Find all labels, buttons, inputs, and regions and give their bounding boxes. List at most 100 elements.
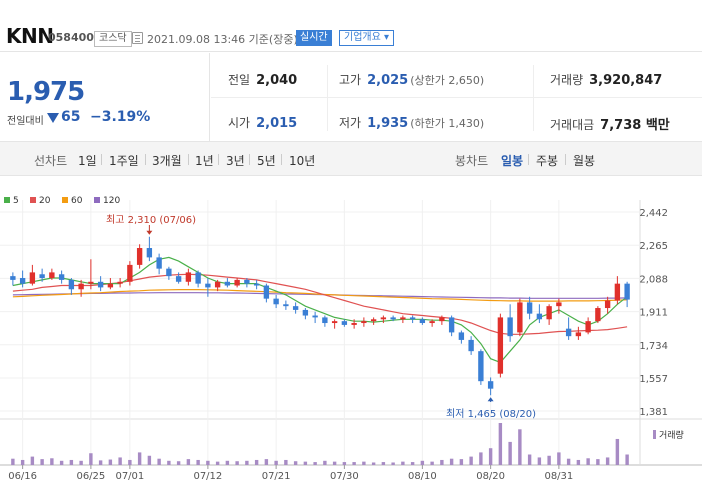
- legend-ma5: 5: [4, 196, 19, 206]
- stock-name: KNN: [6, 24, 54, 48]
- ma5-line: [12, 256, 628, 364]
- candle-body: [88, 281, 94, 284]
- market-badge: 코스닥: [94, 31, 132, 47]
- volume-bar: [440, 459, 444, 465]
- legend-ma60: 60: [62, 196, 82, 206]
- candle-body: [175, 276, 182, 282]
- tab-1day[interactable]: 1일: [78, 154, 97, 168]
- volume-bar: [254, 459, 259, 465]
- candle-body: [390, 317, 396, 320]
- realtime-button[interactable]: 실시간: [296, 30, 332, 46]
- change-percent: −3.19%: [90, 109, 151, 125]
- volume-bar: [518, 429, 522, 465]
- stats-divider: [211, 97, 702, 98]
- candle-body: [536, 313, 543, 320]
- candle-body: [185, 272, 192, 282]
- x-tick-label: 07/21: [262, 471, 291, 482]
- volume-bar: [362, 461, 366, 465]
- legend-label: 60: [71, 196, 83, 206]
- low-annotation: 최저 1,465 (08/20): [446, 409, 537, 420]
- candle-body: [39, 274, 45, 279]
- x-tick-label: 07/12: [193, 471, 222, 482]
- candle-body: [312, 315, 318, 318]
- x-tick-label: 08/10: [408, 471, 437, 482]
- candle-body: [517, 302, 523, 333]
- candle-body: [429, 321, 435, 324]
- stat-value: 2,025: [367, 73, 409, 88]
- candle-body: [273, 298, 279, 305]
- volume-legend: 거래량: [653, 428, 684, 441]
- tab-monthly[interactable]: 월봉: [573, 154, 596, 168]
- stat-prev-close: 전일 2,040: [228, 71, 297, 88]
- candle-body: [292, 306, 299, 310]
- volume-bar: [615, 438, 620, 465]
- candle-body: [19, 278, 26, 284]
- tab-1week[interactable]: 1주일: [109, 154, 139, 168]
- stat-low: 저가 1,935 (하한가 1,430): [339, 114, 484, 131]
- tab-daily[interactable]: 일봉: [501, 154, 524, 168]
- candle-body: [49, 272, 55, 279]
- volume-bar: [313, 462, 317, 465]
- stock-header: KNN 058400 코스닥 2021.09.08 13:46 기준(장중) 실…: [0, 0, 702, 52]
- high-annotation: 최고 2,310 (07/06): [106, 215, 197, 226]
- stat-label: 시가: [228, 116, 251, 130]
- stat-label: 거래량: [550, 73, 584, 87]
- volume-bar: [625, 454, 629, 465]
- tab-5year[interactable]: 5년: [257, 154, 276, 168]
- volume-bar: [30, 456, 35, 465]
- candle-body: [331, 321, 338, 324]
- y-tick-label: 1,911: [639, 308, 668, 319]
- volume-bar: [157, 458, 161, 465]
- tab-3month[interactable]: 3개월: [152, 154, 182, 168]
- candle-body: [97, 281, 104, 288]
- tab-separator: [565, 154, 566, 165]
- volume-bar: [557, 452, 561, 465]
- candle-body: [29, 272, 36, 284]
- x-tick-label: 08/20: [476, 471, 505, 482]
- volume-bar: [128, 459, 132, 465]
- ma60-line: [12, 288, 628, 302]
- volume-bar: [586, 458, 590, 465]
- stat-value: 3,920,847: [589, 73, 663, 88]
- volume-bar: [40, 459, 44, 465]
- down-triangle-icon: [47, 113, 59, 123]
- legend-swatch: [94, 197, 100, 203]
- y-tick-label: 1,557: [639, 374, 668, 385]
- volume-bar: [118, 457, 122, 465]
- legend-swatch: [653, 430, 656, 439]
- y-tick-label: 1,381: [639, 407, 668, 418]
- stat-label: 전일: [228, 73, 251, 87]
- tab-weekly[interactable]: 주봉: [536, 154, 559, 168]
- y-tick-label: 2,088: [639, 274, 668, 285]
- volume-bar: [186, 459, 191, 465]
- x-tick-label: 07/01: [115, 471, 144, 482]
- volume-bar: [89, 453, 93, 465]
- candle-body: [370, 319, 377, 322]
- stat-high: 고가 2,025 (상한가 2,650): [339, 71, 484, 88]
- candle-body: [351, 323, 357, 325]
- x-tick-label: 08/31: [544, 471, 573, 482]
- volume-bar: [303, 461, 308, 465]
- volume-bar: [391, 462, 395, 465]
- candlestick-chart[interactable]: 2,442 2,265 2,088 1,911 1,734 1,557 1,381 06/16…: [0, 180, 702, 504]
- stat-sub: (하한가 1,430): [410, 117, 485, 130]
- volume-bar: [488, 448, 493, 465]
- tab-1year[interactable]: 1년: [195, 154, 214, 168]
- tab-separator: [101, 154, 102, 165]
- volume-bar: [50, 458, 54, 465]
- tab-10year[interactable]: 10년: [289, 154, 316, 168]
- company-overview-button[interactable]: 기업개요 ▾: [339, 30, 394, 46]
- stat-open: 시가 2,015: [228, 114, 297, 131]
- tab-3year[interactable]: 3년: [226, 154, 245, 168]
- volume-bar: [527, 454, 532, 465]
- y-tick-label: 2,442: [639, 208, 668, 219]
- candle-body: [487, 381, 494, 389]
- volume-bar: [293, 461, 298, 465]
- candle-body: [556, 302, 562, 307]
- candle-body: [127, 264, 133, 282]
- change-label: 전일대비: [7, 116, 44, 127]
- stock-code: 058400: [48, 31, 94, 44]
- volume-bar: [410, 462, 415, 465]
- high-arrow-icon: [146, 230, 153, 235]
- stat-volume: 거래량 3,920,847: [550, 71, 662, 88]
